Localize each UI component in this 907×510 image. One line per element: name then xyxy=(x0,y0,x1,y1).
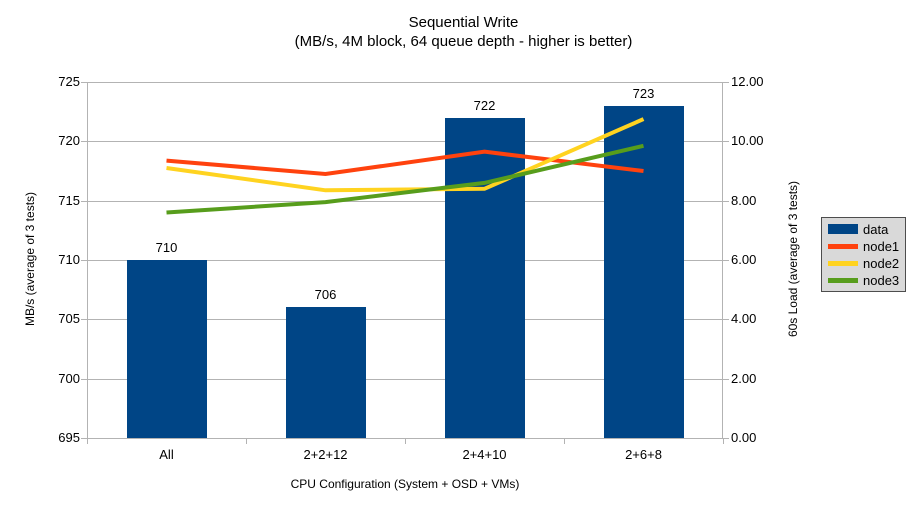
bar-2+6+8 xyxy=(603,105,684,438)
left-tick-label: 720 xyxy=(58,133,80,149)
x-category-label: 2+6+8 xyxy=(625,447,662,462)
x-axis-tick xyxy=(564,438,565,444)
legend-label: data xyxy=(863,221,889,237)
right-tick-label: 12.00 xyxy=(731,74,764,89)
right-tick-label: 8.00 xyxy=(731,192,757,208)
bar-2+2+12 xyxy=(285,307,366,438)
legend-label: node3 xyxy=(863,272,900,288)
right-axis-tick xyxy=(722,438,729,439)
x-axis-tick xyxy=(246,438,247,444)
gridline xyxy=(87,82,723,83)
left-axis-tick xyxy=(81,260,87,261)
left-axis-tick xyxy=(81,378,87,380)
legend-label: node1 xyxy=(863,238,900,254)
gridline xyxy=(87,319,723,321)
line-series-node1 xyxy=(166,149,644,177)
left-axis-tick xyxy=(81,141,87,143)
line-series-node2 xyxy=(166,117,645,193)
right-axis-tick xyxy=(722,141,729,143)
x-category-label: 2+4+10 xyxy=(462,447,507,462)
gridline xyxy=(87,378,723,380)
right-tick-label: 10.00 xyxy=(731,133,764,149)
left-axis-title: MB/s (average of 3 tests) xyxy=(23,191,37,327)
gridline xyxy=(87,200,723,202)
right-tick-label: 6.00 xyxy=(731,252,757,267)
right-axis-tick xyxy=(722,82,729,83)
line-layer xyxy=(166,117,645,215)
bar-value-label: 722 xyxy=(473,97,496,113)
legend-line-swatch xyxy=(828,243,858,249)
right-tick-label: 4.00 xyxy=(731,311,757,327)
x-category-label: 2+2+12 xyxy=(303,447,348,462)
legend: data node1 node2 node3 xyxy=(821,217,906,292)
line-series-node3 xyxy=(166,143,644,215)
left-axis-tick xyxy=(81,438,87,439)
left-tick-label: 705 xyxy=(58,311,80,327)
bar-value-label: 723 xyxy=(632,85,655,101)
gridline xyxy=(87,141,723,143)
legend-item-node3: node3 xyxy=(828,272,905,289)
legend-bar-swatch xyxy=(828,224,858,234)
right-axis-title: 60s Load (average of 3 tests) xyxy=(786,180,800,338)
legend-item-data: data xyxy=(828,221,905,238)
right-tick-label: 2.00 xyxy=(731,370,757,386)
x-axis-title: CPU Configuration (System + OSD + VMs) xyxy=(290,477,520,491)
left-axis-tick xyxy=(81,200,87,202)
left-axis-tick xyxy=(81,82,87,83)
gridline xyxy=(87,260,723,261)
right-axis-tick xyxy=(722,200,729,202)
legend-label: node2 xyxy=(863,255,900,271)
bar-All xyxy=(126,260,207,438)
right-axis-tick xyxy=(722,260,729,261)
chart-subtitle: (MB/s, 4M block, 64 queue depth - higher… xyxy=(294,33,633,50)
left-axis-tick xyxy=(81,319,87,321)
left-tick-label: 700 xyxy=(58,370,80,386)
bar-value-label: 706 xyxy=(314,287,337,303)
x-axis-tick xyxy=(405,438,406,444)
legend-item-node2: node2 xyxy=(828,255,905,272)
legend-item-node1: node1 xyxy=(828,238,905,255)
left-axis-line xyxy=(87,82,88,438)
legend-line-swatch xyxy=(828,277,858,283)
plot-area: 710 706 722 723 xyxy=(87,82,723,439)
x-axis-tick xyxy=(723,438,724,444)
right-tick-label: 0.00 xyxy=(731,430,757,445)
x-category-label: All xyxy=(159,447,174,462)
chart-title: Sequential Write xyxy=(408,14,519,31)
legend-line-swatch xyxy=(828,260,858,266)
left-tick-label: 710 xyxy=(58,252,80,267)
chart-title-block: Sequential Write (MB/s, 4M block, 64 que… xyxy=(20,13,907,51)
bar-2+4+10 xyxy=(444,117,525,438)
right-axis-tick xyxy=(722,319,729,321)
left-tick-label: 695 xyxy=(58,430,80,445)
x-axis-tick xyxy=(87,438,88,444)
left-tick-label: 715 xyxy=(58,192,80,208)
left-tick-label: 725 xyxy=(58,74,80,89)
right-axis-tick xyxy=(722,378,729,380)
bar-value-label: 710 xyxy=(155,240,178,255)
